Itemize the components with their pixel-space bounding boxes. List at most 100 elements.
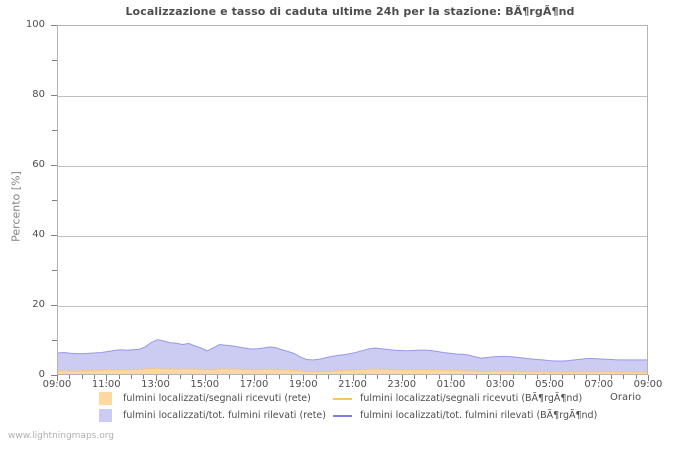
y-axis-tick <box>51 235 57 236</box>
x-axis-tick <box>57 375 58 381</box>
y-axis-tick-minor <box>52 130 57 131</box>
legend-item-label: fulmini localizzati/segnali ricevuti (re… <box>123 392 311 404</box>
legend-line-mark <box>333 414 352 417</box>
watermark-text: www.lightningmaps.org <box>8 431 114 441</box>
x-axis-tick-minor <box>180 375 181 379</box>
legend-item-label: fulmini localizzati/tot. fulmini rilevat… <box>360 409 598 421</box>
y-axis-tick-label: 0 <box>38 369 45 380</box>
x-axis-tick-minor <box>365 375 366 379</box>
x-axis-tick-minor <box>328 375 329 379</box>
y-axis-tick-minor <box>52 60 57 61</box>
y-axis-tick <box>51 305 57 306</box>
x-axis-tick-label: 09:00 <box>42 379 72 390</box>
x-axis-tick-label: 21:00 <box>338 379 367 390</box>
x-axis-tick <box>599 375 600 381</box>
x-axis-tick <box>451 375 452 381</box>
x-axis-tick-minor <box>279 375 280 379</box>
series-line <box>58 368 647 373</box>
legend-swatch-line-icon <box>333 409 352 422</box>
x-axis-tick-minor <box>340 375 341 379</box>
x-axis-tick-minor <box>229 375 230 379</box>
x-axis-tick-minor <box>266 375 267 379</box>
legend-item[interactable]: fulmini localizzati/segnali ricevuti (re… <box>99 390 311 406</box>
gridline <box>58 236 647 237</box>
x-axis-tick-minor <box>623 375 624 379</box>
x-axis-tick-minor <box>586 375 587 379</box>
plot-area <box>57 25 648 375</box>
x-axis-tick-minor <box>611 375 612 379</box>
x-axis-tick-label: 13:00 <box>141 379 170 390</box>
x-axis-tick-minor <box>439 375 440 379</box>
x-axis-tick <box>106 375 107 381</box>
legend-item[interactable]: fulmini localizzati/segnali ricevuti (BÃ… <box>333 390 583 406</box>
x-axis-tick-minor <box>168 375 169 379</box>
y-axis-tick-label: 100 <box>25 19 45 30</box>
x-axis-tick-minor <box>94 375 95 379</box>
x-axis-tick-minor <box>574 375 575 379</box>
x-axis-tick <box>402 375 403 381</box>
x-axis-tick-minor <box>476 375 477 379</box>
x-axis-tick-minor <box>414 375 415 379</box>
x-axis-tick-minor <box>291 375 292 379</box>
x-axis-tick-minor <box>131 375 132 379</box>
y-axis-tick-label: 60 <box>32 159 45 170</box>
gridline <box>58 166 647 167</box>
x-axis-tick-label: 01:00 <box>436 379 466 390</box>
gridline <box>58 96 647 97</box>
x-axis-tick-minor <box>69 375 70 379</box>
x-axis-tick-minor <box>316 375 317 379</box>
gridline <box>58 306 647 307</box>
y-axis-tick <box>51 25 57 26</box>
y-axis-tick <box>51 95 57 96</box>
x-axis-tick-minor <box>636 375 637 379</box>
x-axis-tick-label: 23:00 <box>387 379 417 390</box>
legend-line-mark <box>333 397 352 400</box>
x-axis-tick-minor <box>143 375 144 379</box>
y-axis-tick-minor <box>52 200 57 201</box>
x-axis-title: Orario <box>610 392 642 403</box>
x-axis-tick <box>205 375 206 381</box>
x-axis-tick-label: 15:00 <box>190 379 220 390</box>
series-layer <box>58 339 647 374</box>
chart-title: Localizzazione e tasso di caduta ultime … <box>125 5 575 18</box>
x-axis-tick-minor <box>488 375 489 379</box>
x-axis-tick-label: 07:00 <box>584 379 614 390</box>
x-axis-tick <box>156 375 157 381</box>
x-axis-tick-minor <box>463 375 464 379</box>
series-area <box>58 339 647 374</box>
y-axis-tick-label: 20 <box>32 299 45 310</box>
x-axis-tick-minor <box>192 375 193 379</box>
y-axis-tick-label: 40 <box>32 229 45 240</box>
x-axis-tick <box>648 375 649 381</box>
y-axis-title: Percento [%] <box>9 171 23 242</box>
x-axis-tick <box>550 375 551 381</box>
x-axis-tick-label: 09:00 <box>633 379 663 390</box>
x-axis-tick-minor <box>119 375 120 379</box>
y-axis-tick-label: 80 <box>32 89 45 100</box>
x-axis-tick-minor <box>513 375 514 379</box>
legend-item[interactable]: fulmini localizzati/tot. fulmini rilevat… <box>99 407 326 423</box>
x-axis-tick <box>500 375 501 381</box>
x-axis-tick-label: 17:00 <box>239 379 269 390</box>
x-axis-tick-minor <box>217 375 218 379</box>
x-axis-tick-minor <box>562 375 563 379</box>
legend-swatch-box-icon <box>99 408 112 422</box>
x-axis-tick-minor <box>242 375 243 379</box>
legend-swatch-box-icon <box>99 391 112 405</box>
x-axis-tick-label: 03:00 <box>485 379 515 390</box>
x-axis-tick <box>254 375 255 381</box>
legend-item-label: fulmini localizzati/segnali ricevuti (BÃ… <box>360 392 583 404</box>
x-axis-tick-label: 05:00 <box>535 379 564 390</box>
legend-item-label: fulmini localizzati/tot. fulmini rilevat… <box>123 409 326 421</box>
x-axis-tick <box>353 375 354 381</box>
y-axis-tick-minor <box>52 340 57 341</box>
x-axis-tick-label: 19:00 <box>288 379 318 390</box>
chart-legend: fulmini localizzati/segnali ricevuti (re… <box>0 388 700 424</box>
y-axis-tick <box>51 165 57 166</box>
x-axis-tick <box>303 375 304 381</box>
series-line <box>58 339 647 362</box>
x-axis-tick-minor <box>377 375 378 379</box>
y-axis-tick <box>51 375 57 376</box>
legend-item[interactable]: fulmini localizzati/tot. fulmini rilevat… <box>333 407 598 423</box>
